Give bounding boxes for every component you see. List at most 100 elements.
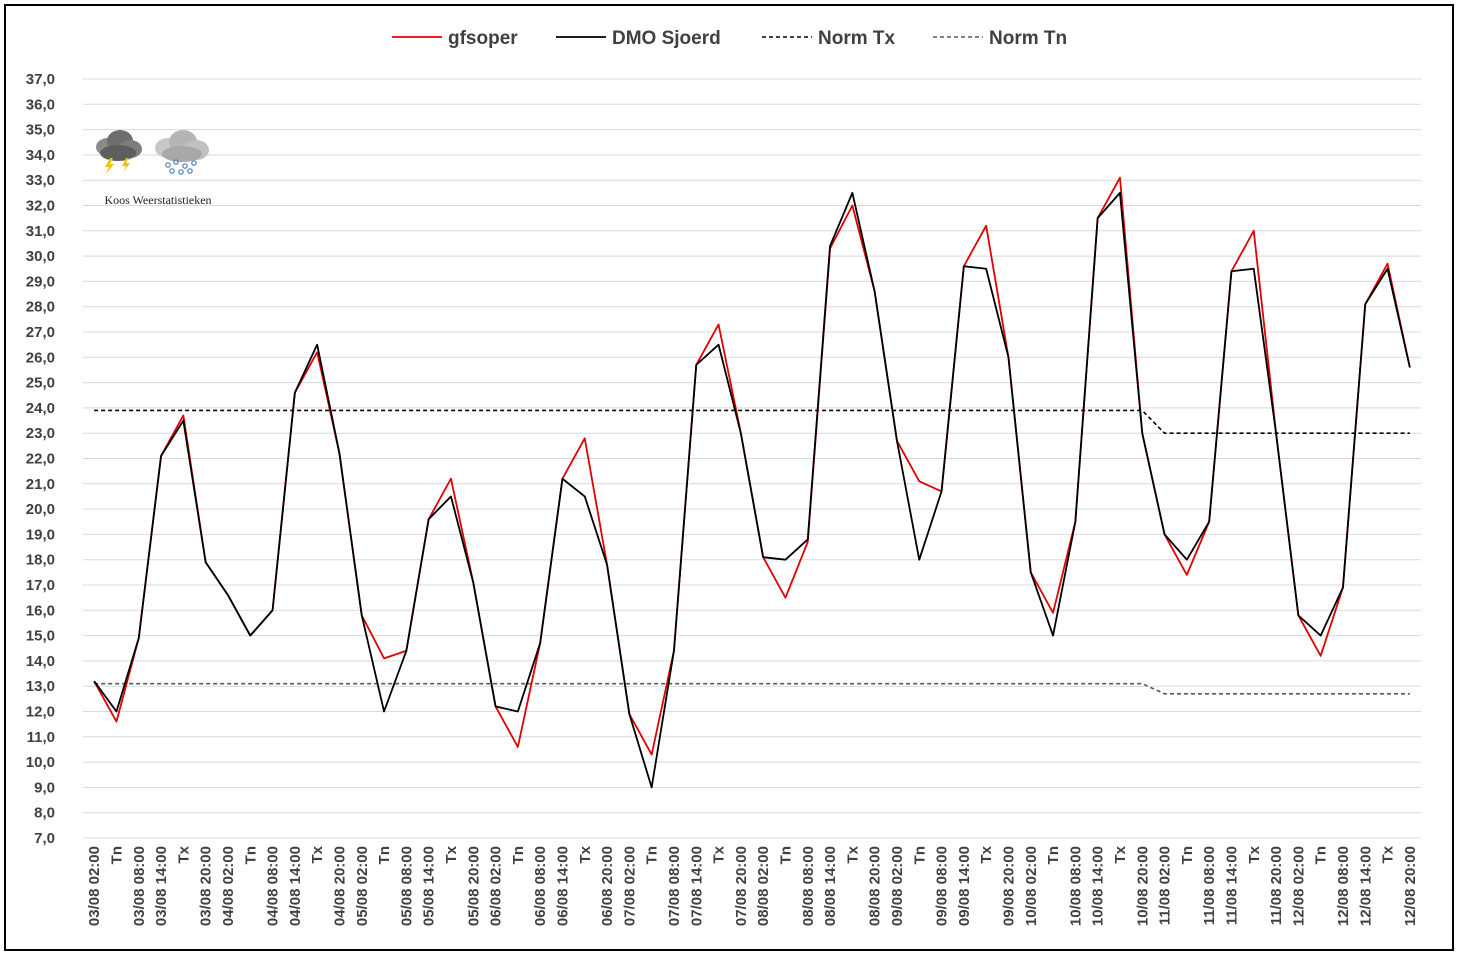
x-tick-label: Tn [777, 846, 794, 864]
x-tick-label: Tx [711, 845, 728, 863]
y-tick-label: 8,0 [34, 805, 55, 822]
x-tick-label: 06/08 20:00 [599, 846, 616, 926]
x-tick-label: 07/08 08:00 [666, 846, 683, 926]
series-line-norm-tx [94, 409, 1410, 435]
y-tick-label: 35,0 [26, 122, 55, 139]
series-line-gfsoper [93, 176, 1411, 756]
x-tick-label: 04/08 20:00 [331, 846, 348, 926]
y-tick-label: 29,0 [26, 273, 55, 290]
logo [96, 130, 209, 175]
x-tick-label: Tx [577, 845, 594, 863]
x-tick-label: 05/08 02:00 [354, 846, 371, 926]
x-tick-label: 09/08 14:00 [956, 846, 973, 926]
x-tick-label: Tn [376, 846, 393, 864]
x-tick-label: 05/08 08:00 [398, 846, 415, 926]
thunderstorm-cloud-icon [96, 130, 142, 174]
x-tick-label: Tn [1179, 846, 1196, 864]
y-tick-label: 17,0 [26, 577, 55, 594]
y-tick-label: 23,0 [26, 425, 55, 442]
y-tick-label: 26,0 [26, 349, 55, 366]
y-tick-label: 37,0 [26, 71, 55, 88]
y-tick-label: 11,0 [27, 729, 55, 746]
y-tick-label: 20,0 [26, 501, 55, 518]
x-tick-label: Tx [978, 845, 995, 863]
y-tick-label: 9,0 [34, 779, 55, 796]
legend-label: Norm Tx [818, 28, 896, 49]
x-tick-label: Tx [1380, 845, 1397, 863]
x-tick-label: 06/08 02:00 [488, 846, 505, 926]
x-tick-label: Tx [1246, 845, 1263, 863]
x-tick-label: 09/08 02:00 [889, 846, 906, 926]
y-tick-label: 36,0 [26, 96, 55, 113]
y-tick-label: 31,0 [26, 223, 55, 240]
x-tick-label: 10/08 08:00 [1067, 846, 1084, 926]
x-tick-label: Tn [1313, 846, 1330, 864]
x-tick-label: 03/08 08:00 [131, 846, 148, 926]
x-tick-label: 12/08 08:00 [1335, 846, 1352, 926]
legend: gfsoper DMO Sjoerd Norm Tx Norm Tn [392, 28, 1067, 49]
x-tick-label: Tx [844, 845, 861, 863]
series [93, 176, 1411, 789]
x-tick-label: 03/08 02:00 [86, 846, 103, 926]
logo-caption: Koos Weerstatistieken [104, 193, 212, 207]
y-tick-label: 27,0 [26, 324, 55, 341]
y-tick-label: 16,0 [26, 602, 55, 619]
x-tick-label: Tx [175, 845, 192, 863]
y-tick-label: 30,0 [26, 248, 55, 265]
x-tick-label: Tn [242, 846, 259, 864]
x-tick-label: Tn [644, 846, 661, 864]
x-tick-label: 11/08 20:00 [1268, 846, 1285, 925]
x-tick-label: Tx [1112, 845, 1129, 863]
series-line-norm-tn [94, 682, 1410, 695]
y-tick-label: 10,0 [26, 754, 55, 771]
y-tick-label: 32,0 [26, 198, 55, 215]
gridlines [83, 78, 1421, 839]
x-tick-label: 10/08 02:00 [1023, 846, 1040, 926]
x-tick-label: 10/08 14:00 [1090, 846, 1107, 926]
x-tick-label: Tx [309, 845, 326, 863]
y-tick-label: 7,0 [34, 830, 55, 847]
x-tick-label: 07/08 14:00 [688, 846, 705, 926]
snow-cloud-icon [155, 130, 209, 175]
series-line-dmo-sjoerd [93, 191, 1411, 789]
x-tick-label: 09/08 20:00 [1000, 846, 1017, 926]
x-tick-label: 08/08 20:00 [867, 846, 884, 926]
y-tick-label: 22,0 [26, 451, 55, 468]
x-tick-label: 12/08 20:00 [1402, 846, 1419, 926]
y-tick-label: 21,0 [26, 476, 55, 493]
x-tick-label: 06/08 14:00 [554, 846, 571, 926]
x-tick-label: 09/08 08:00 [934, 846, 951, 926]
y-tick-label: 24,0 [26, 400, 55, 417]
legend-label: Norm Tn [989, 28, 1067, 49]
x-tick-label: 07/08 20:00 [733, 846, 750, 926]
y-tick-label: 13,0 [26, 678, 55, 695]
x-tick-label: 08/08 02:00 [755, 846, 772, 926]
x-tick-label: Tn [510, 846, 527, 864]
y-tick-label: 19,0 [26, 526, 55, 543]
y-tick-label: 14,0 [26, 653, 55, 670]
x-tick-label: 11/08 08:00 [1201, 846, 1218, 925]
x-tick-label: 04/08 02:00 [220, 846, 237, 926]
y-tick-label: 28,0 [26, 299, 55, 316]
y-tick-label: 34,0 [26, 147, 55, 164]
x-tick-label: 11/08 14:00 [1223, 846, 1240, 925]
x-tick-label: 12/08 14:00 [1357, 846, 1374, 926]
x-tick-label: 03/08 14:00 [153, 846, 170, 926]
x-tick-label: 04/08 08:00 [265, 846, 282, 926]
x-tick-label: Tn [911, 846, 928, 864]
x-tick-label: 07/08 02:00 [621, 846, 638, 926]
x-tick-label: 04/08 14:00 [287, 846, 304, 926]
x-tick-label: 08/08 14:00 [822, 846, 839, 926]
x-tick-label: Tx [443, 845, 460, 863]
y-tick-label: 25,0 [26, 375, 55, 392]
y-tick-label: 18,0 [26, 552, 55, 569]
x-tick-label: 03/08 20:00 [198, 846, 215, 926]
legend-label: DMO Sjoerd [612, 28, 721, 49]
x-tick-label: 12/08 02:00 [1290, 846, 1307, 926]
legend-label: gfsoper [448, 28, 518, 49]
x-tick-label: 05/08 14:00 [421, 846, 438, 926]
y-tick-label: 15,0 [26, 628, 55, 645]
x-tick-label: 11/08 02:00 [1157, 846, 1174, 925]
x-tick-label: Tn [108, 846, 125, 864]
